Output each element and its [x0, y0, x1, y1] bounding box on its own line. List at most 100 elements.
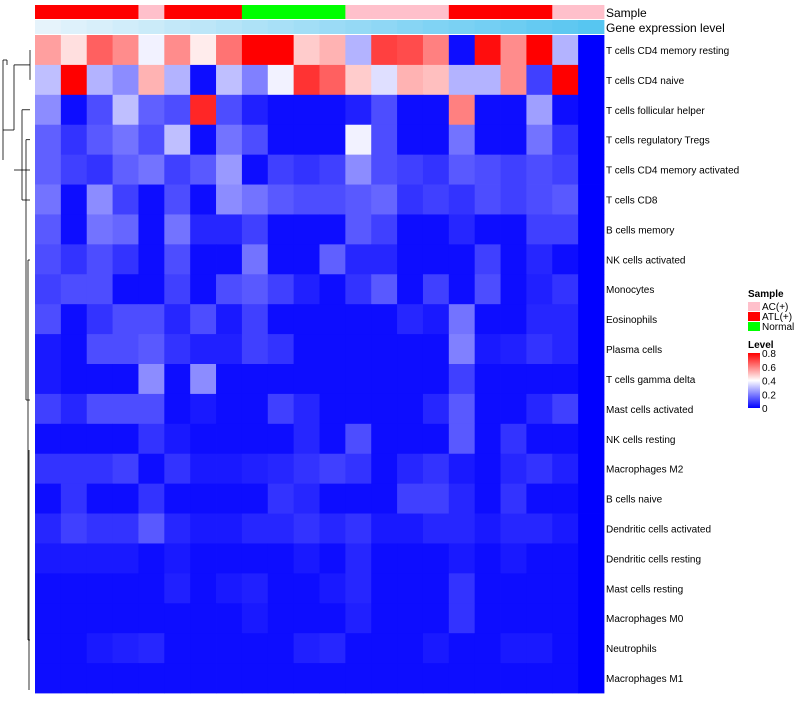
heatmap-cell: [578, 184, 605, 215]
sample-annotation-cell: [371, 5, 398, 19]
heatmap-cell: [293, 184, 320, 215]
row-label: Mast cells resting: [606, 584, 683, 595]
heatmap-cell: [190, 304, 217, 335]
heatmap-cell: [190, 35, 217, 66]
heatmap-cell: [60, 244, 88, 275]
heatmap-cell: [500, 214, 527, 245]
heatmap-cell: [216, 124, 243, 156]
heatmap-cell: [112, 603, 139, 634]
heatmap-cell: [578, 244, 605, 275]
heatmap-cell: [448, 154, 476, 185]
heatmap-cell: [216, 274, 243, 305]
heatmap-cell: [216, 364, 243, 395]
heatmap-cell: [35, 244, 62, 275]
heatmap-cell: [474, 423, 501, 455]
heatmap-cell: [293, 393, 320, 425]
heatmap-cell: [500, 573, 527, 604]
heatmap-cell: [112, 633, 139, 664]
heatmap-cell: [86, 513, 113, 544]
heatmap-cell: [526, 64, 553, 96]
heatmap-cell: [474, 543, 501, 574]
heatmap-cell: [190, 94, 217, 126]
heatmap-cell: [371, 124, 398, 156]
heatmap-cell: [267, 304, 295, 335]
heatmap-cell: [35, 154, 62, 185]
heatmap-cell: [267, 423, 295, 455]
row-label: NK cells resting: [606, 435, 675, 446]
heatmap-cell: [397, 573, 424, 604]
heatmap-cell: [241, 35, 269, 66]
heatmap-cell: [345, 214, 372, 245]
heatmap-cell: [138, 603, 165, 634]
heatmap-cell: [371, 154, 398, 185]
heatmap-cell: [500, 513, 527, 544]
heatmap-cell: [578, 573, 605, 604]
heatmap-cell: [241, 124, 269, 156]
heatmap-cell: [397, 304, 424, 335]
expression-annotation-cell: [267, 20, 295, 34]
row-label: Monocytes: [606, 285, 654, 296]
heatmap-cell: [293, 124, 320, 156]
heatmap-cell: [397, 453, 424, 485]
heatmap-cell: [293, 154, 320, 185]
heatmap-cell: [526, 334, 553, 365]
heatmap-cell: [552, 364, 579, 395]
heatmap-cell: [474, 573, 501, 604]
expression-annotation-cell: [500, 20, 527, 34]
heatmap-cell: [526, 35, 553, 66]
heatmap-cell: [241, 663, 269, 694]
heatmap-cell: [319, 483, 346, 514]
heatmap-cell: [552, 214, 579, 245]
row-label: B cells memory: [606, 225, 674, 236]
heatmap-cell: [60, 603, 88, 634]
heatmap-cell: [448, 663, 476, 694]
sample-annotation-cell: [164, 5, 191, 19]
heatmap-cell: [422, 573, 450, 604]
heatmap-cell: [552, 334, 579, 365]
sample-annotation-cell: [267, 5, 295, 19]
heatmap-cell: [138, 124, 165, 156]
expression-annotation-cell: [35, 20, 62, 34]
heatmap-cell: [319, 124, 346, 156]
expression-annotation-cell: [293, 20, 320, 34]
heatmap-cell: [112, 663, 139, 694]
heatmap-cell: [190, 603, 217, 634]
heatmap-cell: [138, 543, 165, 574]
heatmap-cell: [422, 274, 450, 305]
heatmap-cell: [35, 513, 62, 544]
heatmap-cell: [241, 453, 269, 485]
sample-annotation-cell: [216, 5, 243, 19]
heatmap-cell: [267, 184, 295, 215]
heatmap-cell: [474, 154, 501, 185]
heatmap-cell: [216, 244, 243, 275]
heatmap-cell: [164, 274, 191, 305]
heatmap-cell: [397, 124, 424, 156]
heatmap-cell: [190, 154, 217, 185]
legend-level-tick: 0.8: [762, 349, 776, 360]
heatmap-cell: [138, 244, 165, 275]
heatmap-cell: [422, 64, 450, 96]
heatmap-cell: [35, 214, 62, 245]
heatmap-cell: [293, 274, 320, 305]
heatmap-cell: [86, 214, 113, 245]
heatmap-cell: [500, 64, 527, 96]
heatmap-cell: [60, 304, 88, 335]
legend-level-tick: 0.2: [762, 390, 776, 401]
heatmap-cell: [474, 483, 501, 514]
heatmap-cell: [474, 603, 501, 634]
heatmap-cell: [500, 603, 527, 634]
heatmap-cell: [112, 64, 139, 96]
heatmap-cell: [422, 304, 450, 335]
heatmap-cell: [448, 573, 476, 604]
heatmap-cell: [578, 513, 605, 544]
sample-annotation-cell: [500, 5, 527, 19]
heatmap-cell: [500, 663, 527, 694]
expression-annotation-cell: [448, 20, 476, 34]
heatmap-cell: [371, 663, 398, 694]
sample-annotation-cell: [138, 5, 165, 19]
heatmap-cell: [371, 64, 398, 96]
heatmap-cell: [422, 35, 450, 66]
heatmap-cell: [552, 633, 579, 664]
heatmap-cell: [86, 334, 113, 365]
heatmap-cell: [474, 274, 501, 305]
